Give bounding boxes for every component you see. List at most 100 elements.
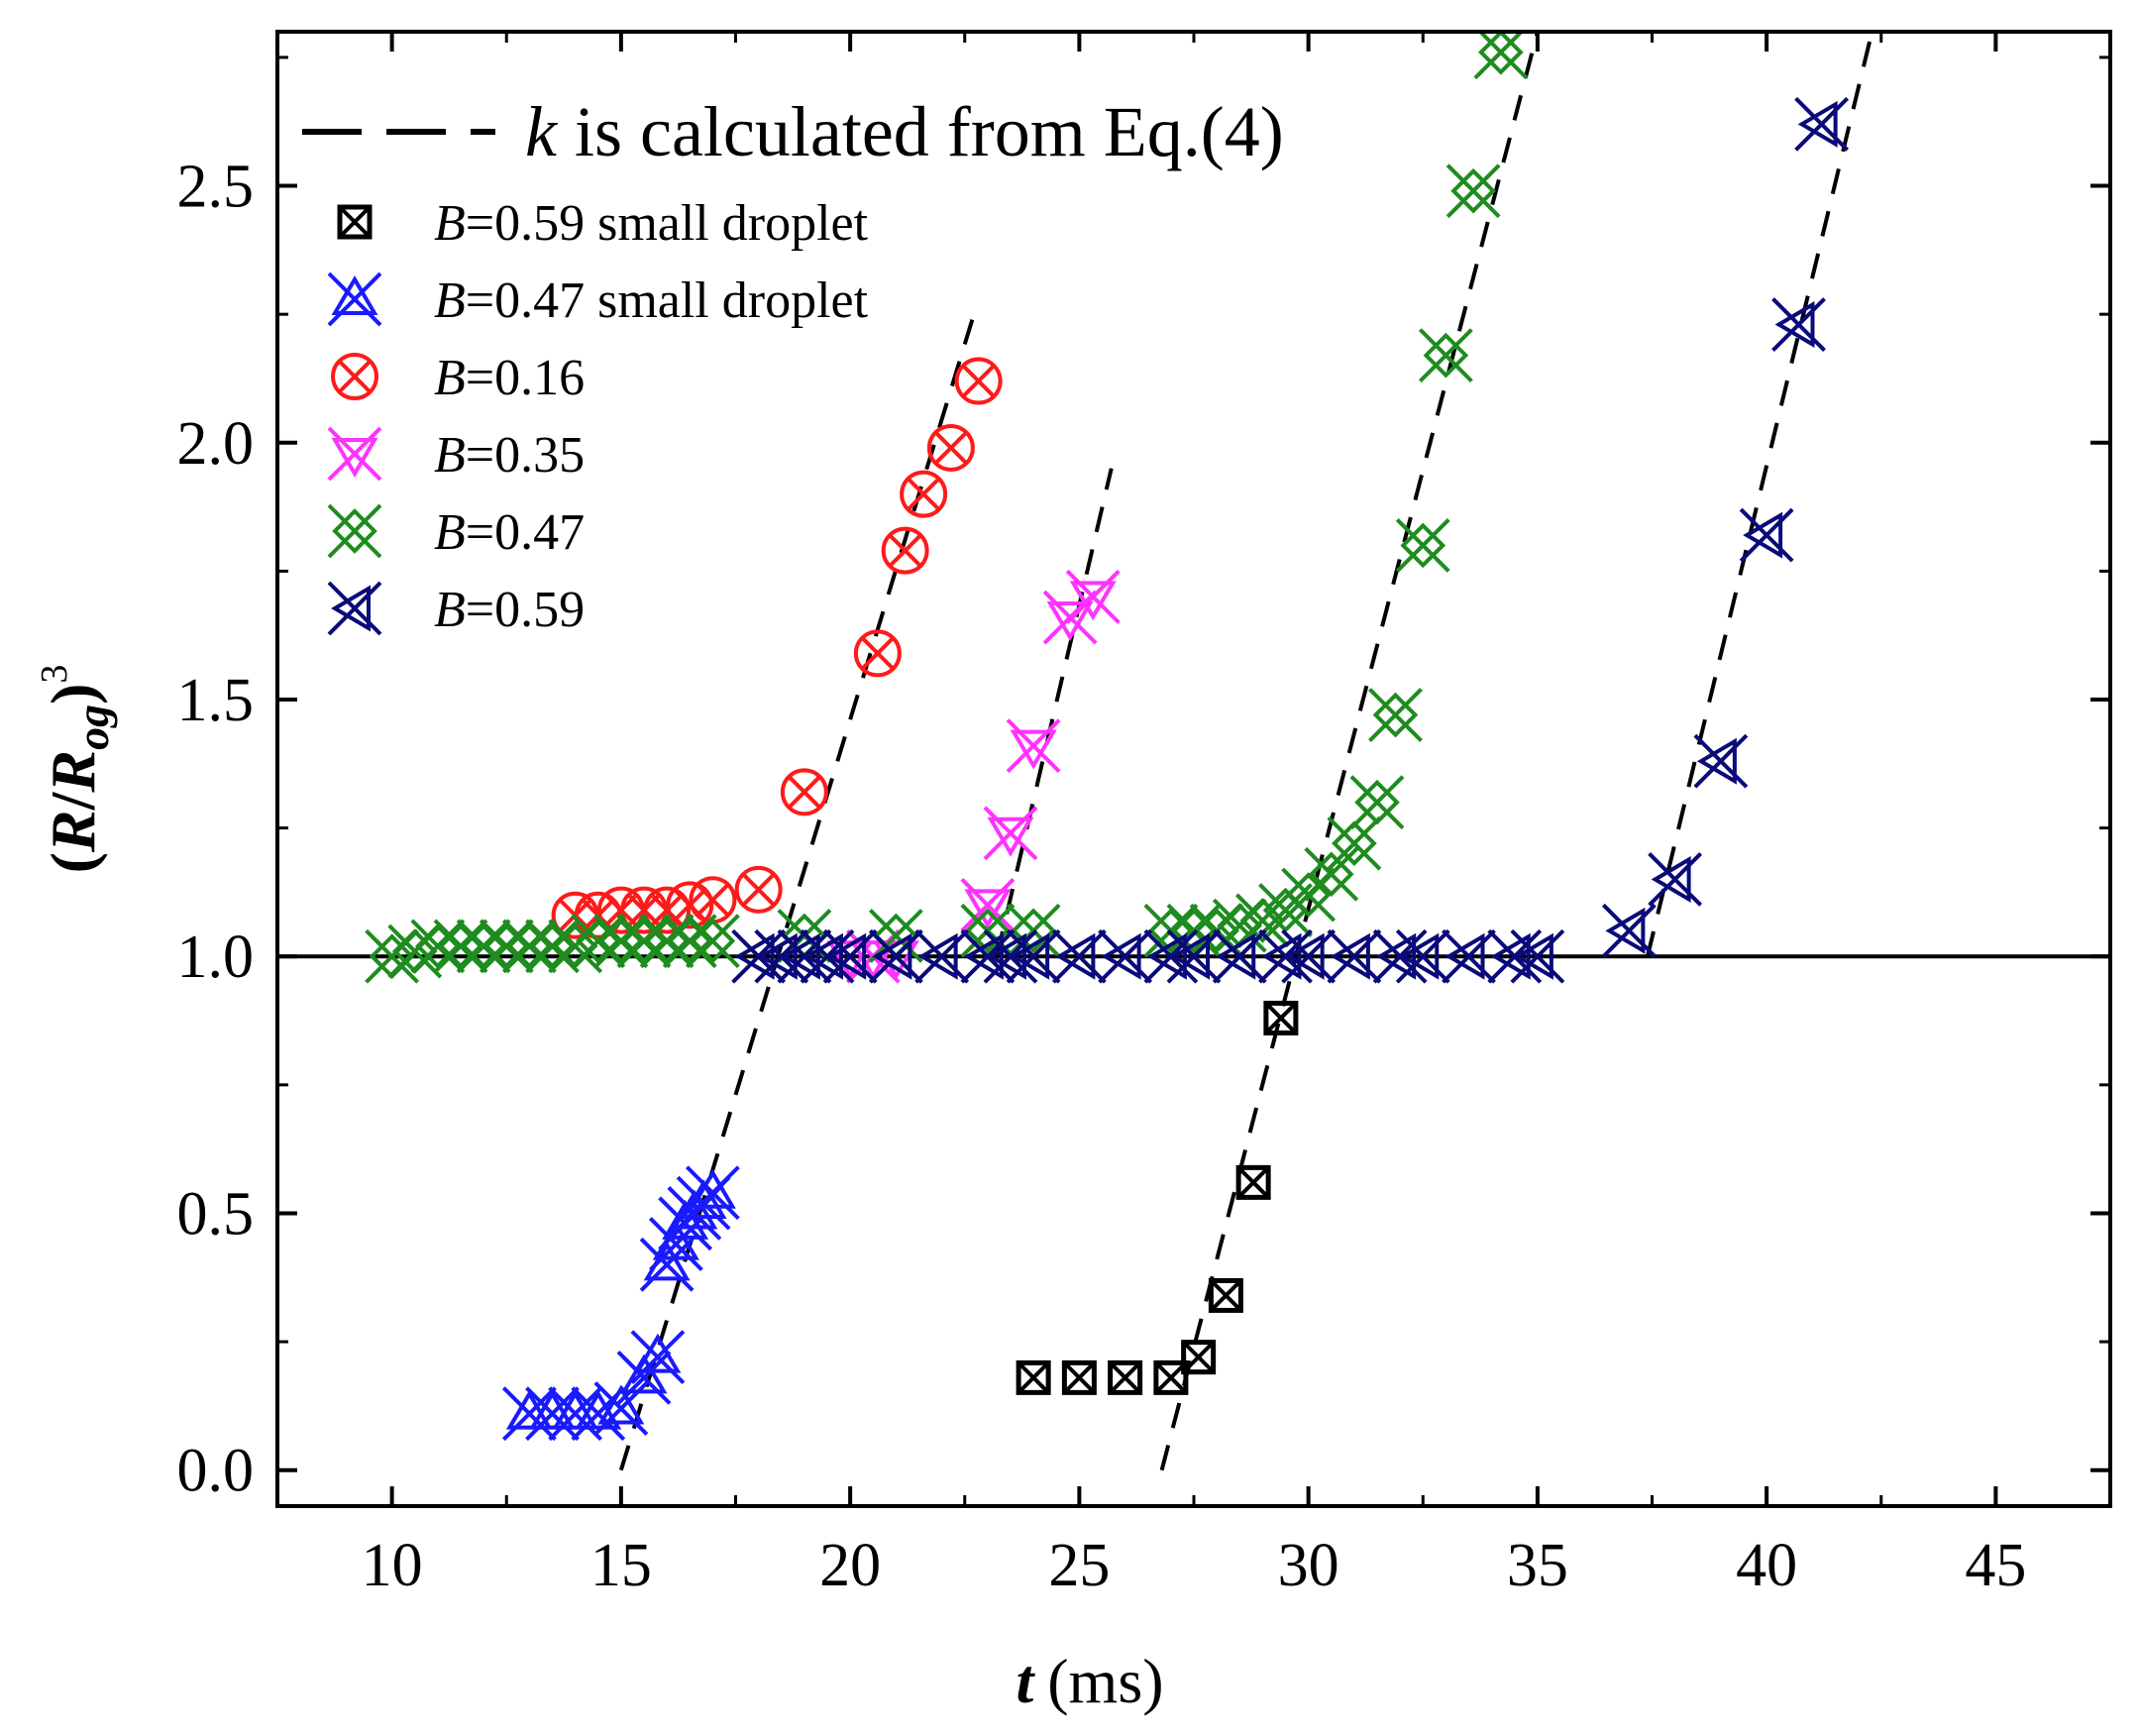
series-2-point-8 xyxy=(639,1237,695,1292)
series-1-point-5 xyxy=(1181,1340,1217,1375)
series-5-point-3 xyxy=(410,919,466,974)
series-3-point-9 xyxy=(780,768,828,816)
fit-line-1 xyxy=(618,313,976,1471)
series-1 xyxy=(1016,1000,1299,1395)
series-3-point-14 xyxy=(954,357,1003,405)
series-2 xyxy=(501,1165,740,1442)
y-axis-title: (R/Rog)3 xyxy=(34,665,118,874)
fit-line-2 xyxy=(995,468,1114,957)
series-6-point-24 xyxy=(1601,903,1657,958)
series-1-point-2 xyxy=(1061,1359,1097,1395)
series-5-point-10 xyxy=(571,914,626,969)
series-6 xyxy=(731,96,1850,984)
series-1-point-3 xyxy=(1108,1359,1143,1395)
series-5-point-31 xyxy=(1395,518,1450,573)
series-1-point-7 xyxy=(1235,1164,1271,1200)
series-6-point-14 xyxy=(1166,928,1222,984)
x-tick-label: 15 xyxy=(590,1532,652,1599)
series-6-point-5 xyxy=(822,928,878,984)
series-2-point-2 xyxy=(525,1386,580,1442)
series-5-point-32 xyxy=(1418,328,1473,383)
legend-marker-6 xyxy=(327,581,382,636)
x-axis-title: t (ms) xyxy=(1016,1646,1163,1716)
series-5-point-30 xyxy=(1368,688,1423,742)
series-1-point-1 xyxy=(1016,1359,1051,1395)
series-3-point-11 xyxy=(881,526,929,575)
series-6-point-23 xyxy=(1510,928,1565,984)
series-6-point-20 xyxy=(1395,928,1450,984)
legend-label-3: B=0.16 xyxy=(434,350,585,406)
series-1-point-6 xyxy=(1208,1277,1243,1313)
x-tick-label: 30 xyxy=(1278,1532,1339,1599)
legend-fit-line-label: k is calculated from Eq.(4) xyxy=(525,92,1284,171)
y-tick-label: 0.5 xyxy=(177,1180,255,1248)
legend-label-2: B=0.47 small droplet xyxy=(434,272,869,329)
y-tick-label: 2.5 xyxy=(177,154,255,221)
y-tick-label: 1.5 xyxy=(177,667,255,734)
series-4-point-4 xyxy=(960,877,1016,932)
series-5-point-33 xyxy=(1445,163,1501,219)
y-tick-label: 2.0 xyxy=(177,410,255,478)
series-4-point-5 xyxy=(983,806,1038,861)
series-5-point-14 xyxy=(662,914,717,969)
series-3-point-12 xyxy=(900,470,948,518)
series-1-point-4 xyxy=(1153,1359,1189,1395)
y-tick-label: 0.0 xyxy=(177,1438,255,1505)
legend-marker-1 xyxy=(337,204,373,240)
x-tick-label: 40 xyxy=(1736,1532,1797,1599)
series-6-point-27 xyxy=(1739,507,1794,563)
series-3-point-13 xyxy=(926,423,975,472)
series-3-point-10 xyxy=(853,629,902,678)
legend-label-1: B=0.59 small droplet xyxy=(434,195,869,252)
x-tick-label: 10 xyxy=(362,1532,423,1599)
series-5-point-24 xyxy=(1234,893,1290,948)
series-6-point-7 xyxy=(914,928,970,984)
series-2-point-1 xyxy=(501,1386,557,1442)
series-5-point-4 xyxy=(433,919,488,974)
legend-marker-5 xyxy=(327,503,382,559)
series-5-point-15 xyxy=(685,914,740,969)
series-4-point-8 xyxy=(1065,569,1121,624)
series-6-point-12 xyxy=(1098,928,1153,984)
series-5-point-34 xyxy=(1473,32,1529,80)
series-5-point-12 xyxy=(616,914,672,969)
x-tick-label: 25 xyxy=(1048,1532,1110,1599)
legend-label-5: B=0.47 xyxy=(434,504,585,561)
legend-label-6: B=0.59 xyxy=(434,582,585,638)
series-6-point-21 xyxy=(1442,928,1496,984)
series-6-point-29 xyxy=(1794,96,1850,152)
series-5-point-29 xyxy=(1349,775,1405,830)
x-tick-label: 45 xyxy=(1965,1532,2026,1599)
series-6-point-17 xyxy=(1281,928,1337,984)
legend-marker-3 xyxy=(331,353,378,400)
fit-line-3 xyxy=(1159,32,1540,1471)
series-1-point-8 xyxy=(1263,1000,1299,1035)
series-6-point-10 xyxy=(1006,928,1061,984)
series-6-point-28 xyxy=(1771,297,1826,352)
series-4-point-6 xyxy=(1006,718,1061,774)
y-tick-label: 1.0 xyxy=(177,923,255,991)
series-5-point-8 xyxy=(525,919,580,974)
series-5-point-7 xyxy=(501,919,557,974)
series-2-point-13 xyxy=(685,1165,740,1221)
legend-marker-4 xyxy=(327,426,382,482)
series-5-point-13 xyxy=(639,914,695,969)
series-2-point-7 xyxy=(630,1330,686,1385)
series-5-point-5 xyxy=(456,919,511,974)
series-5-point-6 xyxy=(479,919,534,974)
x-tick-label: 35 xyxy=(1507,1532,1568,1599)
series-5-point-11 xyxy=(593,914,649,969)
series-6-point-25 xyxy=(1648,852,1703,907)
legend-marker-2 xyxy=(327,271,382,327)
legend-label-4: B=0.35 xyxy=(434,427,585,484)
series-6-point-26 xyxy=(1693,733,1749,789)
series-2-point-3 xyxy=(548,1386,603,1442)
series-6-point-11 xyxy=(1051,928,1107,984)
series-6-point-18 xyxy=(1327,928,1382,984)
series-3-point-8 xyxy=(734,865,783,914)
series-6-point-15 xyxy=(1212,928,1267,984)
x-tick-label: 20 xyxy=(819,1532,881,1599)
series-6-point-6 xyxy=(868,928,923,984)
